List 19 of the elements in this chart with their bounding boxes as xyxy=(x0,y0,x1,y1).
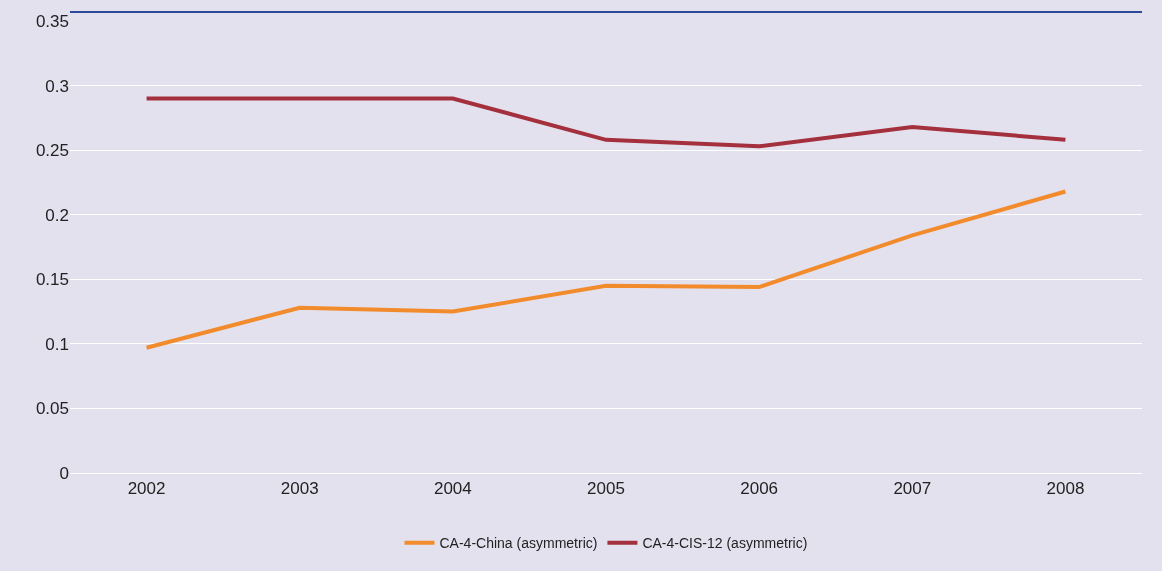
y-tick-label: 0.2 xyxy=(45,205,69,225)
y-tick-label: 0.1 xyxy=(45,334,69,354)
y-tick-label: 0.25 xyxy=(35,141,69,161)
x-tick-label: 2007 xyxy=(893,479,932,499)
x-tick-label: 2002 xyxy=(127,479,166,499)
line-series xyxy=(144,189,1068,350)
legend-label: CA-4-CIS-12 (asymmetric) xyxy=(642,535,808,552)
x-tick-label: 2005 xyxy=(587,479,625,499)
y-tick-label: 0 xyxy=(59,463,69,483)
x-tick-label: 2006 xyxy=(740,479,779,499)
y-tick-label: 0.3 xyxy=(45,76,69,96)
x-tick-label: 2008 xyxy=(1046,479,1085,499)
y-tick-label: 0.05 xyxy=(35,399,69,419)
legend-label: CA-4-China (asymmetric) xyxy=(439,535,598,552)
x-tick-label: 2003 xyxy=(280,479,319,499)
y-tick-label: 0.35 xyxy=(35,11,69,31)
line-series xyxy=(144,96,1068,149)
x-tick-label: 2004 xyxy=(433,479,472,499)
y-tick-label: 0.15 xyxy=(35,270,69,290)
